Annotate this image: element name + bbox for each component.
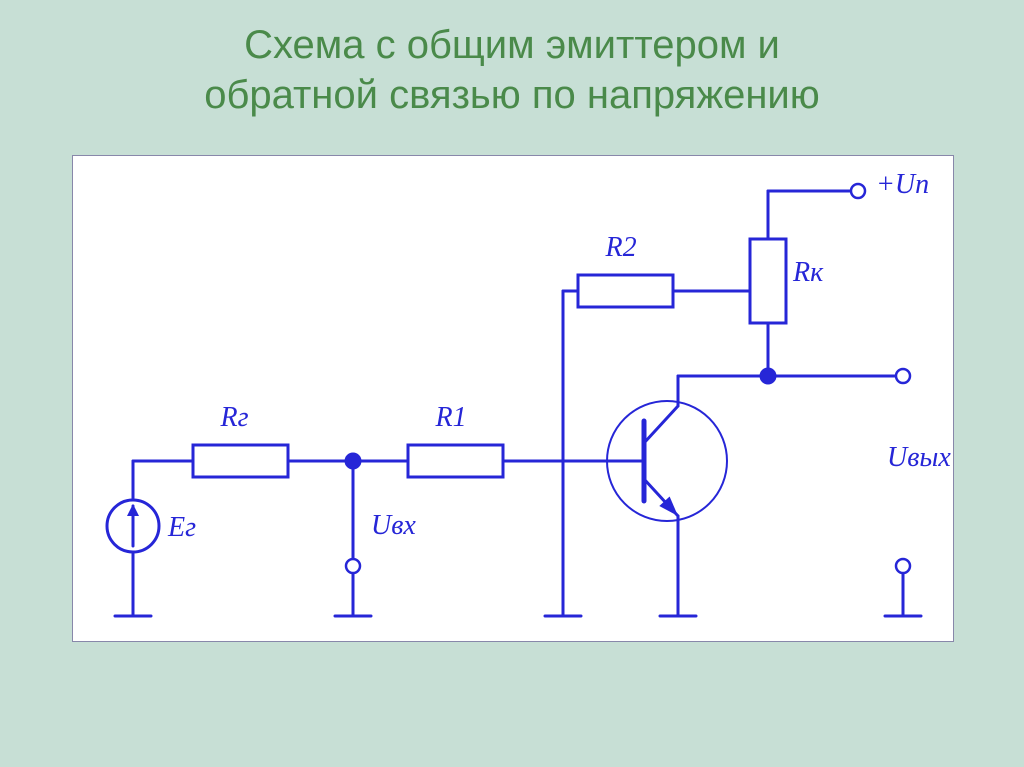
circuit-diagram: Rг R1 R2 Rк Eг +Uп Uвх Uвых [72,155,954,642]
label-R2: R2 [606,232,637,264]
schematic-svg [73,156,953,641]
terminal-label: Uвых [887,442,951,474]
title-line-2: обратной связью по напряжению [204,73,820,117]
slide: Схема с общим эмиттером и обратной связь… [0,0,1024,767]
label-Eg: Eг [168,512,196,544]
label-Rg: Rг [221,402,249,434]
label-Rk: Rк [793,257,823,289]
label-R1: R1 [436,402,467,434]
slide-title: Схема с общим эмиттером и обратной связь… [0,0,1024,120]
terminal-label: +Uп [876,169,929,201]
terminal-label: Uвх [371,510,416,542]
title-line-1: Схема с общим эмиттером и [244,23,780,67]
